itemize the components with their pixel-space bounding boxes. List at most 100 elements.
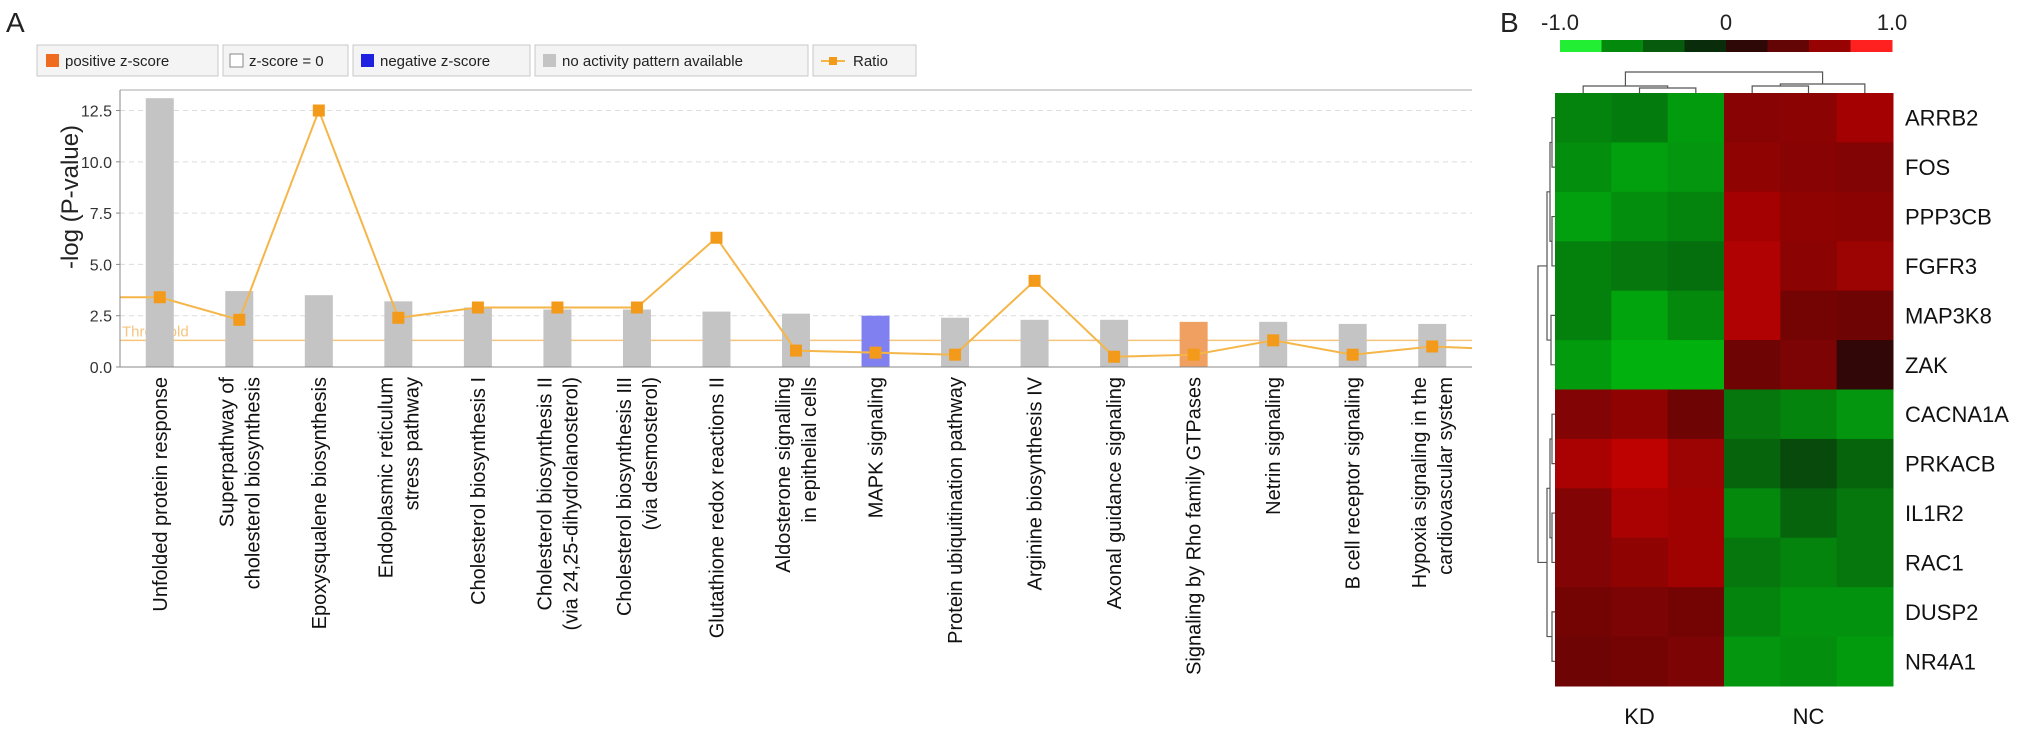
x-tick-label-group: Hypoxia signaling in the cardiovascular s… (1409, 377, 1457, 588)
color-scale-segment (1767, 40, 1810, 52)
panel-label-a: A (6, 7, 25, 38)
heatmap-cell (1555, 488, 1612, 539)
legend-box-negative (352, 44, 531, 77)
heatmap-cell (1611, 488, 1669, 539)
heatmap-cell (1724, 587, 1781, 638)
heatmap-column-label: KD (1624, 704, 1655, 729)
x-tick-label: cholesterol biosynthesis (242, 377, 264, 589)
color-scale: -1.0 0 1.0 (1541, 10, 1907, 52)
heatmap-cell (1780, 142, 1838, 193)
bar (861, 315, 890, 367)
x-tick-label-group: Netrin signaling (1263, 377, 1285, 515)
legend-label-none: no activity pattern available (562, 53, 743, 70)
ratio-point (551, 301, 564, 314)
legend-box-positive (36, 44, 219, 77)
heatmap-cell (1611, 389, 1669, 440)
ratio-point (1267, 334, 1280, 347)
heatmap-row-label: IL1R2 (1905, 501, 1964, 526)
heatmap-cell (1611, 241, 1669, 292)
heatmap-cell (1555, 290, 1612, 341)
heatmap-cell (1611, 191, 1669, 242)
heatmap-cell (1555, 340, 1612, 390)
heatmap-row-label: PPP3CB (1905, 205, 1992, 230)
heatmap-row-label: ZAK (1905, 353, 1948, 378)
x-tick-label-group: Epoxysqualene biosynthesis (309, 377, 331, 629)
bar-chart: -log (P-value) Threshold 0.02.55.07.510.… (57, 89, 1473, 675)
heatmap-cell (1780, 537, 1838, 588)
color-scale-segment (1601, 40, 1644, 52)
heatmap-cell (1667, 438, 1725, 489)
dendrogram-branch (1779, 83, 1866, 93)
legend-swatch-positive (46, 54, 59, 67)
x-tick-label: (via desmosterol) (640, 377, 662, 530)
heatmap-cell (1780, 438, 1838, 489)
heatmap-cell (1836, 438, 1894, 489)
x-tick-label: (via 24,25-dihydrolanosterol) (560, 377, 582, 630)
bar (145, 98, 174, 368)
heatmap-cell (1555, 389, 1612, 440)
heatmap-cell (1836, 587, 1894, 638)
ratio-point (153, 291, 166, 304)
bar (304, 295, 333, 367)
heatmap-cell (1724, 636, 1781, 687)
heatmap-cell (1836, 488, 1894, 539)
ratio-point (1426, 340, 1439, 353)
x-tick-label: B cell receptor signaling (1343, 377, 1365, 589)
heatmap-cell (1836, 241, 1894, 292)
gridlines (120, 110, 1472, 317)
dendrogram-branch (1551, 512, 1555, 564)
x-tick-label-group: Endoplasmic reticulum stress pathway (375, 377, 423, 578)
heatmap-cell (1667, 488, 1725, 539)
heatmap-cell (1555, 636, 1612, 687)
heatmap-cell (1667, 93, 1725, 143)
bar (463, 307, 492, 367)
x-tick-label: Unfolded protein response (150, 377, 172, 612)
heatmap-cell (1780, 488, 1838, 539)
x-tick-label-group: Superpathway of cholesterol biosynthesis (216, 377, 264, 590)
legend-label-negative: negative z-score (380, 53, 490, 70)
color-scale-tick-label: -1.0 (1541, 10, 1579, 35)
y-tick-label: 12.5 (81, 104, 112, 121)
dendrogram-branch (1638, 87, 1697, 93)
color-scale-tick-label: 1.0 (1877, 10, 1908, 35)
x-tick-label: Cholesterol biosynthesis II (534, 377, 556, 610)
heatmap-cell (1836, 93, 1894, 143)
heatmap-cell (1555, 142, 1612, 193)
color-scale-segment (1726, 40, 1768, 52)
legend-swatch-zero (229, 53, 244, 68)
bar (384, 301, 413, 367)
heatmap-cell (1555, 438, 1612, 489)
x-tick-label-group: Unfolded protein response (150, 377, 172, 612)
heatmap-cell (1555, 241, 1612, 292)
dendrogram-branch (1551, 611, 1555, 662)
ratio-point (233, 313, 246, 326)
dendrogram-branch (1751, 85, 1810, 93)
x-tick-label-group: Signaling by Rho family GTPases (1184, 377, 1206, 675)
heatmap-cell (1724, 389, 1781, 440)
x-ticks: Unfolded protein response Superpathway of… (150, 376, 1457, 675)
ratio-point (1108, 350, 1121, 363)
x-tick-label: Signaling by Rho family GTPases (1184, 377, 1206, 675)
heatmap-cell (1724, 290, 1781, 341)
heatmap-cell (1611, 587, 1669, 638)
heatmap-cell (1724, 142, 1781, 193)
ratio-point (1028, 274, 1041, 287)
heatmap-row-label: FOS (1905, 155, 1950, 180)
bar (1020, 319, 1049, 367)
color-scale-segment (1643, 40, 1685, 52)
ratio-point (1346, 348, 1359, 361)
y-tick-label: 5.0 (90, 257, 112, 274)
heatmap-cell (1667, 142, 1725, 193)
x-tick-label: Axonal guidance signaling (1104, 377, 1126, 609)
heatmap-cell (1667, 537, 1725, 588)
dendrogram-branch (1551, 117, 1555, 168)
x-tick-label: cardiovascular system (1435, 377, 1457, 575)
heatmap-cell (1724, 340, 1781, 390)
heatmap-row-label: MAP3K8 (1905, 303, 1992, 328)
ratio-point (471, 301, 484, 314)
heatmap-cell (1836, 389, 1894, 440)
heatmap-cell (1780, 636, 1838, 687)
dendrogram-branch (1551, 215, 1555, 267)
ratio-point (1187, 348, 1200, 361)
y-axis-label: -log (P-value) (57, 125, 84, 269)
